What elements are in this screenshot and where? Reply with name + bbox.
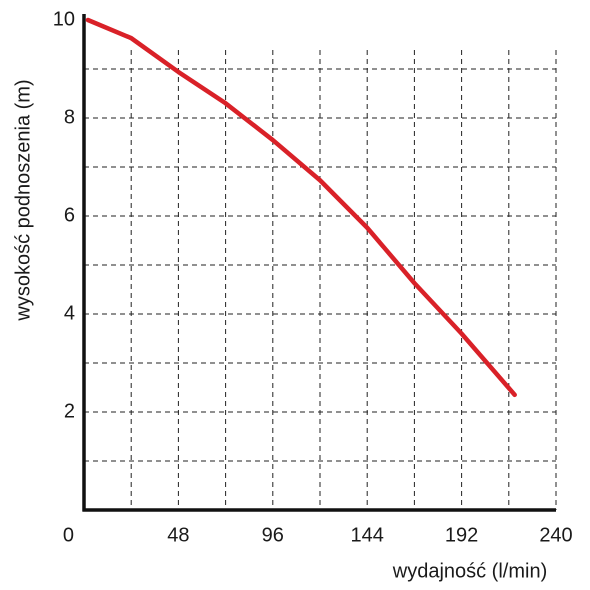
x-tick-label: 0: [63, 524, 74, 546]
x-tick-label: 96: [262, 524, 284, 546]
y-tick-label: 2: [64, 400, 75, 422]
y-tick-label: 10: [53, 8, 75, 30]
line-series: [85, 17, 517, 398]
x-tick-label: 144: [351, 524, 384, 546]
y-tick-label: 4: [64, 302, 75, 324]
x-tick-label: 240: [539, 524, 572, 546]
y-tick-label: 6: [64, 204, 75, 226]
y-axis-label: wysokość podnoszenia (m): [12, 79, 34, 321]
x-tick-label: 192: [445, 524, 478, 546]
x-tick-label: 48: [167, 524, 189, 546]
y-tick-label: 8: [64, 106, 75, 128]
x-axis-label: wydajność (l/min): [392, 560, 547, 582]
